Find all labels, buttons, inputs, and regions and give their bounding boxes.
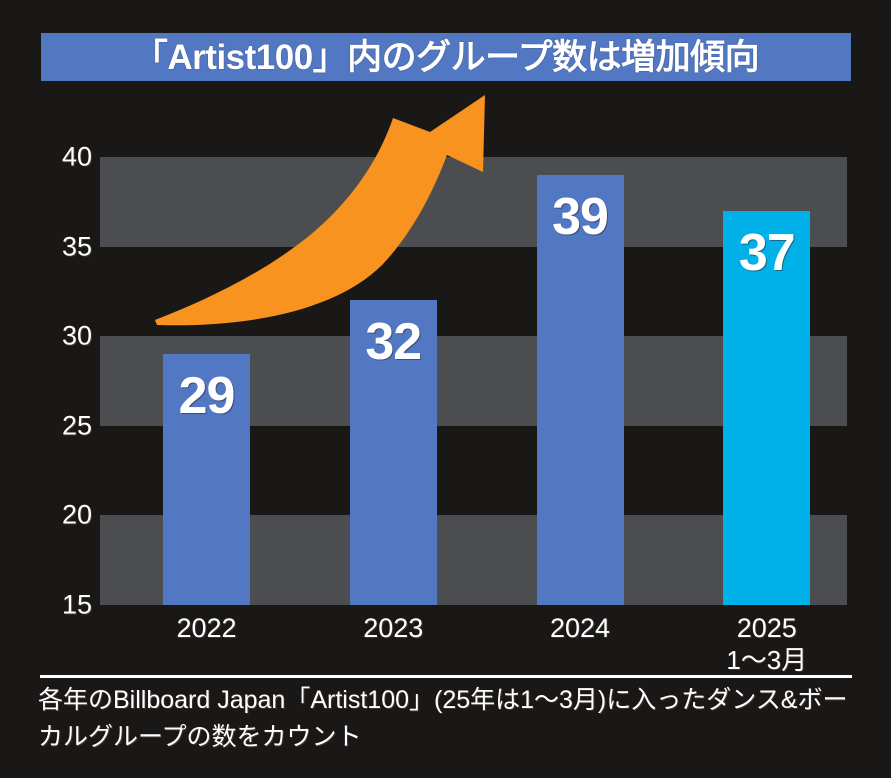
chart-title-banner: 「Artist100」内のグループ数は増加傾向 bbox=[41, 33, 851, 81]
x-axis-tick-2023: 2023 bbox=[313, 612, 473, 645]
x-axis-tick-2022: 2022 bbox=[127, 612, 287, 645]
y-axis-tick-30: 30 bbox=[61, 320, 92, 351]
x-axis-tick-2025-sublabel: 1〜3月 bbox=[726, 644, 808, 675]
bar-value-2024: 39 bbox=[552, 187, 609, 246]
bar-value-2025: 37 bbox=[738, 223, 796, 282]
y-axis-tick-25: 25 bbox=[61, 410, 92, 441]
y-axis-tick-15: 15 bbox=[61, 589, 92, 620]
bar-2022[interactable]: 29 bbox=[163, 354, 250, 605]
footer-divider bbox=[40, 675, 852, 678]
y-axis-tick-20: 20 bbox=[61, 499, 92, 530]
x-axis-tick-2024: 2024 bbox=[500, 612, 660, 645]
bar-value-2023: 32 bbox=[365, 313, 422, 372]
x-axis-tick-2023-label: 2023 bbox=[363, 613, 424, 643]
bar-value-2022: 29 bbox=[178, 367, 236, 426]
x-axis-tick-2025: 2025 1〜3月 bbox=[687, 612, 847, 677]
footer-caption: 各年のBillboard Japan「Artist100」(25年は1〜3月)に… bbox=[38, 686, 848, 751]
chart-canvas: 40 35 30 25 20 15 29 32 39 37 2022 2023 … bbox=[62, 95, 847, 677]
x-axis-tick-2025-label: 2025 bbox=[736, 613, 797, 643]
y-axis-tick-35: 35 bbox=[61, 231, 92, 262]
plot-area: 40 35 30 25 20 15 29 32 39 37 bbox=[62, 142, 847, 620]
bar-2025[interactable]: 37 bbox=[723, 210, 811, 605]
bar-2023[interactable]: 32 bbox=[349, 300, 437, 605]
page-title: 「Artist100」内のグループ数は増加傾向 bbox=[132, 37, 760, 77]
bar-2024[interactable]: 39 bbox=[536, 174, 624, 605]
y-axis-tick-40: 40 bbox=[61, 141, 92, 172]
x-axis-tick-2024-label: 2024 bbox=[549, 613, 611, 643]
x-axis-tick-2022-label: 2022 bbox=[176, 613, 237, 643]
